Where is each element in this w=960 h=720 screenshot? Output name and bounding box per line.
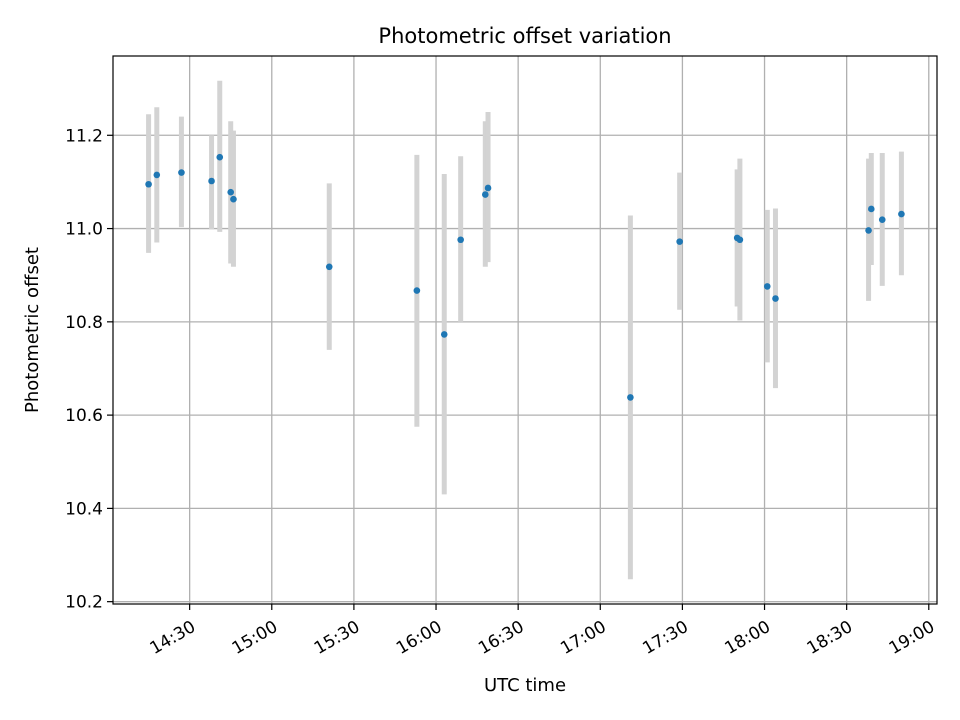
y-tick-label: 11.2	[65, 126, 103, 146]
data-point	[153, 171, 161, 179]
y-tick-label: 10.6	[65, 406, 103, 426]
data-point	[772, 295, 779, 302]
y-axis-label: Photometric offset	[22, 247, 43, 413]
data-point	[627, 394, 634, 401]
data-point	[440, 331, 448, 338]
y-axis-ticks: 10.2 10.4 10.6 10.8 11.0 11.2	[65, 126, 113, 613]
data-point	[676, 238, 683, 245]
grid-lines	[113, 56, 937, 604]
data-point	[878, 216, 886, 224]
y-tick-label: 10.2	[65, 593, 103, 613]
data-point	[736, 236, 744, 244]
data-points	[145, 153, 905, 401]
y-tick-label: 10.8	[65, 313, 103, 333]
y-tick-label: 11.0	[65, 220, 103, 240]
plot-area	[113, 56, 937, 604]
chart-title: Photometric offset variation	[378, 24, 671, 48]
data-point	[865, 227, 872, 234]
data-point	[227, 188, 235, 196]
data-point	[325, 263, 333, 271]
data-point	[145, 180, 152, 188]
data-point	[898, 210, 905, 218]
plot-frame	[112, 55, 938, 605]
data-point	[867, 205, 875, 213]
data-point	[484, 184, 492, 192]
data-point	[482, 191, 489, 198]
data-point	[763, 283, 771, 290]
x-axis-label: UTC time	[484, 675, 566, 696]
data-point	[230, 195, 237, 203]
y-tick-label: 10.4	[65, 499, 103, 519]
data-point	[457, 236, 464, 244]
data-point	[413, 287, 421, 294]
data-point	[208, 177, 215, 185]
data-point	[216, 153, 224, 161]
data-point	[178, 169, 185, 176]
